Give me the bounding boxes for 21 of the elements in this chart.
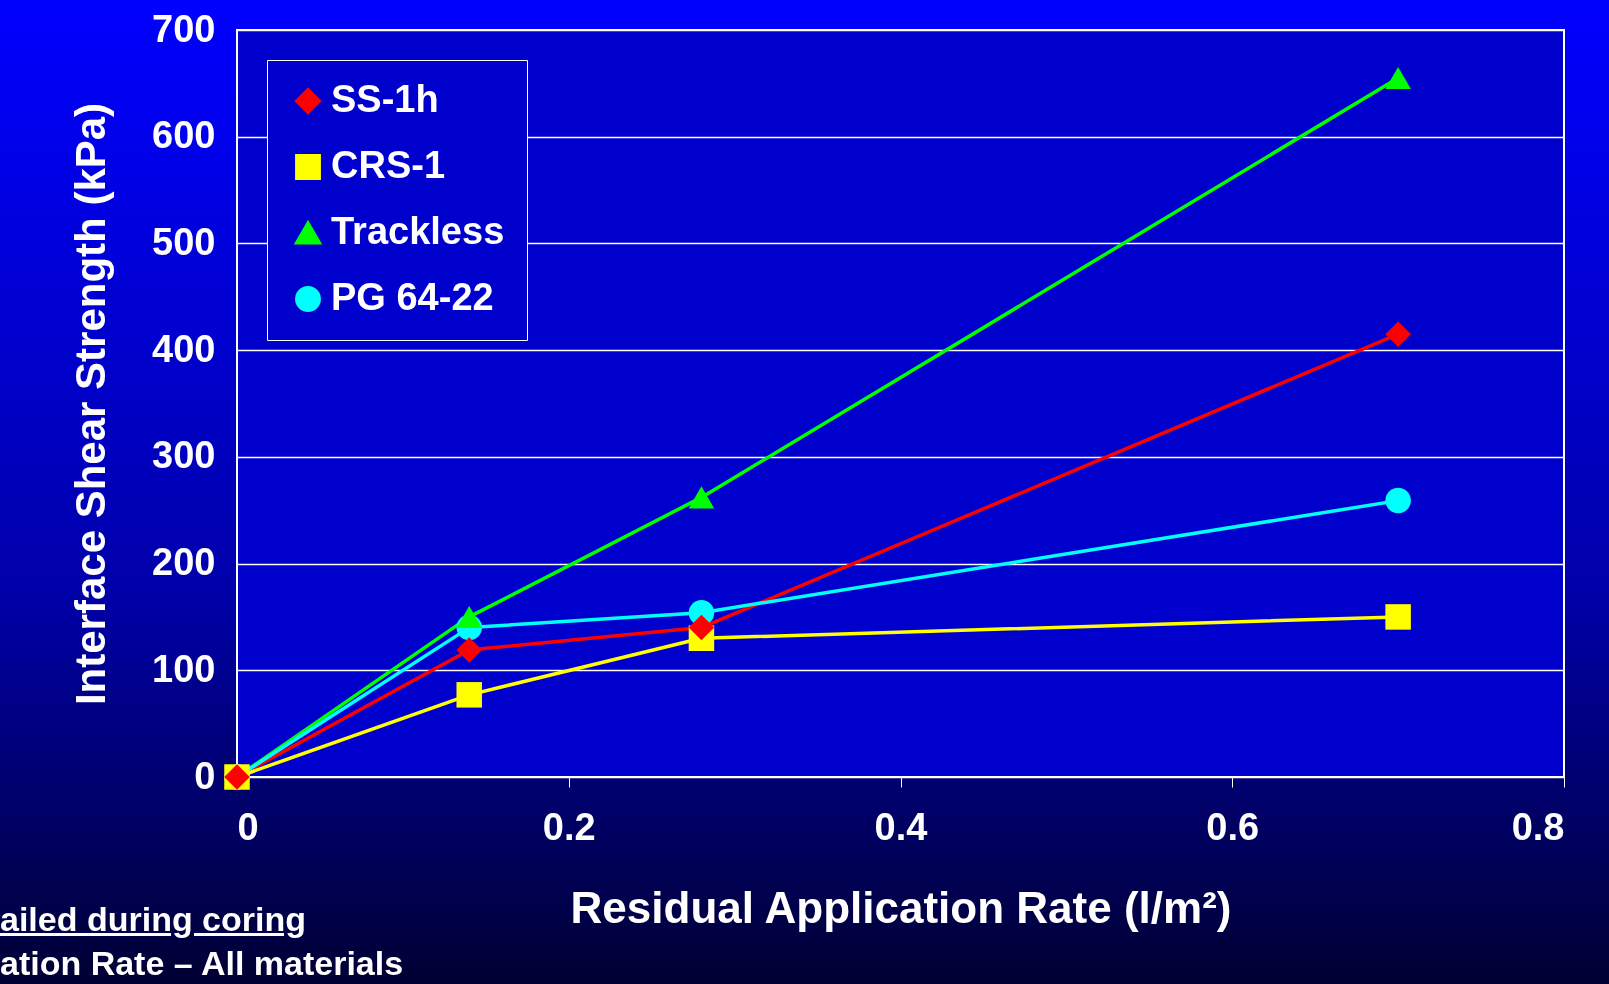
y-tick-label: 500 — [152, 220, 216, 263]
x-tick-label: 0 — [237, 805, 259, 848]
y-axis-title: Interface Shear Strength (kPa) — [67, 102, 115, 706]
legend-label: SS-1h — [331, 78, 439, 120]
legend-label: Trackless — [331, 210, 505, 252]
y-tick-label: 400 — [152, 327, 216, 370]
y-tick-label: 300 — [152, 434, 216, 477]
y-tick-label: 600 — [152, 114, 216, 157]
x-tick-label: 0.2 — [542, 805, 596, 848]
legend-label: CRS-1 — [331, 144, 446, 186]
x-tick-label: 0.4 — [874, 805, 928, 848]
text: ailed during coring — [0, 900, 307, 939]
y-tick-label: 200 — [152, 541, 216, 584]
y-tick-label: 700 — [152, 7, 216, 50]
y-tick-label: 0 — [194, 754, 216, 797]
x-tick-label: 0.6 — [1206, 805, 1260, 848]
legend-label: PG 64-22 — [331, 276, 494, 318]
text: ation Rate – All materials — [0, 944, 404, 983]
x-tick-label: 0.8 — [1511, 805, 1565, 848]
x-axis-title: Residual Application Rate (l/m²) — [570, 882, 1232, 932]
y-tick-label: 100 — [152, 647, 216, 690]
